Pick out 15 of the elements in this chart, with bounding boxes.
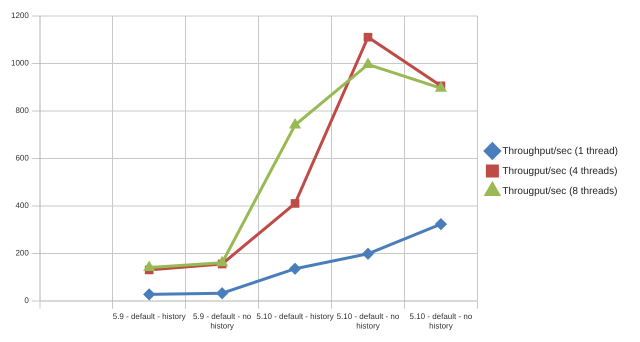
y-tick-label: 200 — [15, 248, 30, 258]
y-tick-label: 800 — [15, 106, 30, 116]
x-tick-label: 5.10 - default - no history — [336, 312, 400, 330]
x-tick-label: 5.10 - default - history — [256, 312, 334, 321]
y-tick-label: 1000 — [11, 58, 30, 68]
legend-label: Througput/sec (8 threads) — [502, 186, 618, 197]
x-tick-label: 5.9 - default - history — [112, 312, 186, 321]
y-tick-label: 0 — [24, 296, 30, 306]
y-tick-label: 600 — [15, 154, 30, 163]
x-tick-label: 5.9 - default - no history — [192, 312, 252, 330]
y-tick-label: 400 — [15, 201, 30, 210]
y-tick-label: 1200 — [11, 11, 30, 20]
x-tick-label: 5.10 - default - no history — [410, 312, 473, 330]
legend-label: Throughput/sec (1 thread) — [502, 146, 618, 157]
legend-label: Througput/sec (4 threads) — [502, 166, 618, 177]
